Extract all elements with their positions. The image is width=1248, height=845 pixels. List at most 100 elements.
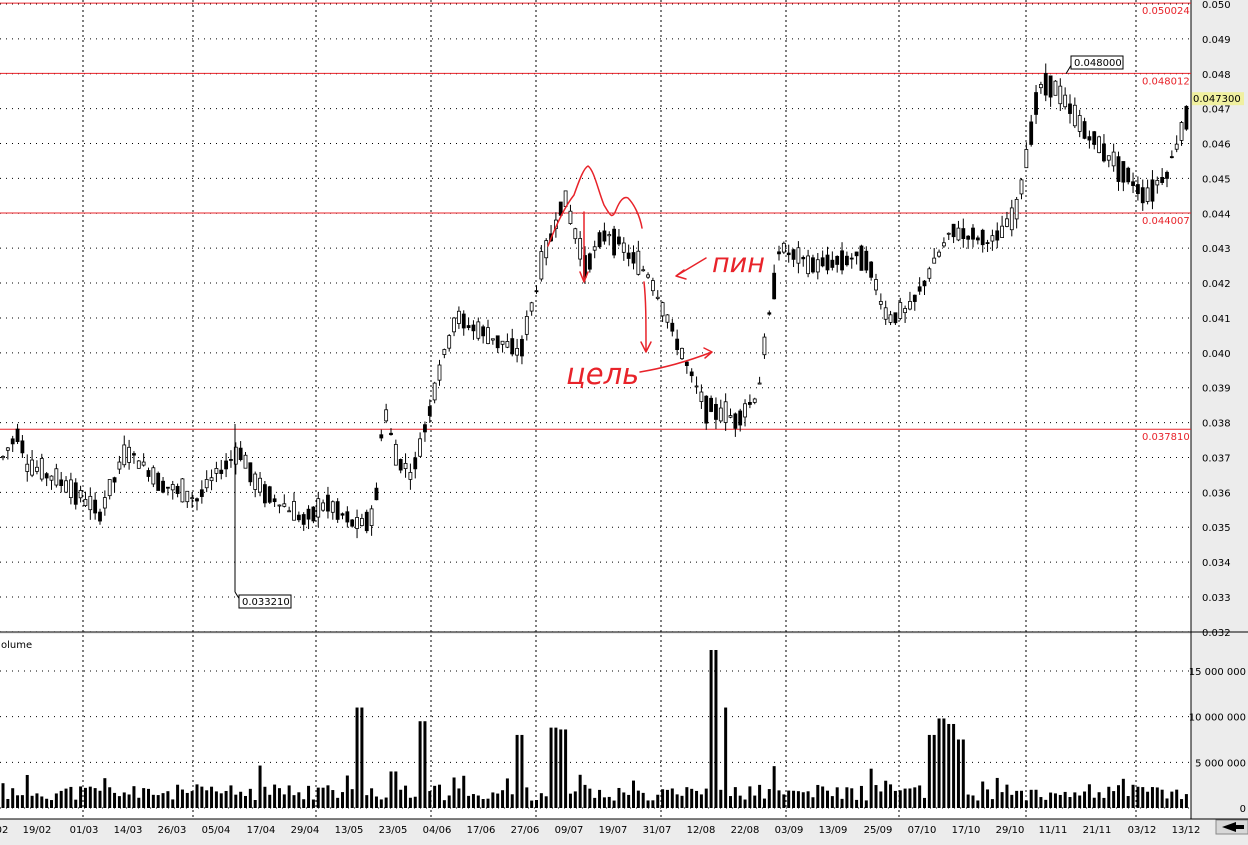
candle	[359, 513, 364, 527]
candle-body	[689, 371, 694, 377]
candle-body	[971, 227, 975, 240]
volume-bar	[1097, 792, 1101, 808]
candle	[1039, 81, 1043, 94]
volume-bar	[704, 788, 708, 808]
volume-bar	[627, 794, 631, 808]
candle-body	[136, 460, 141, 469]
volume-bar	[6, 798, 10, 808]
candle	[699, 384, 704, 409]
volume-bar	[665, 789, 669, 808]
x-tick-label: 25/09	[864, 825, 893, 836]
price-tick-label: 0.040	[1202, 349, 1231, 360]
volume-bar	[1126, 796, 1130, 808]
price-tick-label: 0.044	[1202, 209, 1231, 220]
candle-body	[107, 479, 112, 497]
volume-bar	[986, 789, 990, 808]
candle-body	[733, 413, 738, 429]
candle-body	[214, 468, 219, 474]
volume-bar	[462, 775, 466, 808]
candle	[709, 395, 713, 413]
volume-bar	[840, 798, 844, 808]
volume-bar	[404, 785, 408, 808]
volume-bar	[748, 786, 752, 808]
candle-body	[796, 247, 801, 264]
candle-body	[626, 252, 631, 259]
candle	[932, 248, 937, 264]
volume-bar	[874, 785, 878, 808]
candle-body	[1077, 115, 1082, 132]
candle-body	[825, 254, 830, 271]
candle	[214, 461, 219, 483]
volume-bar	[535, 800, 538, 808]
x-tick-label: 29/10	[996, 825, 1025, 836]
candle	[141, 453, 146, 467]
candle	[578, 231, 583, 267]
volume-bar	[1000, 792, 1004, 808]
candle-body	[631, 252, 636, 264]
volume-bar	[743, 799, 747, 808]
volume-bar	[884, 780, 888, 808]
volume-bars	[1, 649, 1188, 808]
candle-body	[966, 235, 971, 240]
volume-bar	[408, 797, 412, 808]
candle	[107, 479, 112, 500]
candle-body	[403, 462, 408, 470]
candle	[505, 333, 510, 349]
candle-body	[859, 245, 864, 271]
candle-body	[903, 308, 907, 314]
candle-body	[539, 251, 544, 280]
volume-bar	[1112, 791, 1116, 808]
candle-body	[345, 511, 350, 523]
candle-body	[1, 456, 5, 459]
volume-bar	[64, 788, 68, 808]
candle	[840, 242, 844, 275]
volume-bar	[918, 785, 922, 808]
candle	[835, 255, 840, 273]
candle	[461, 310, 466, 336]
price-level-label: 0.037810	[1142, 432, 1190, 443]
candle	[59, 471, 64, 493]
candle	[951, 223, 956, 244]
candle-body	[481, 326, 486, 337]
candle	[1087, 130, 1092, 149]
candle	[520, 335, 524, 365]
candle-body	[1014, 199, 1019, 220]
candle	[1136, 176, 1140, 201]
volume-bar	[753, 795, 757, 808]
candle-body	[621, 242, 626, 253]
candle-body	[1121, 161, 1126, 183]
volume-bar	[20, 795, 24, 808]
candle-body	[253, 473, 258, 490]
volume-bar	[835, 787, 839, 808]
volume-bar	[428, 791, 432, 808]
x-tick-label: 03/09	[775, 825, 804, 836]
candle	[660, 301, 665, 323]
price-level-label: 0.050024	[1142, 6, 1190, 17]
candle-body	[238, 447, 243, 461]
volume-bar	[219, 793, 223, 808]
candle	[44, 472, 49, 487]
candle-body	[64, 480, 68, 493]
candle	[859, 244, 864, 271]
candle	[452, 316, 456, 337]
x-tick-label: 02	[0, 825, 8, 836]
volume-bar	[1083, 791, 1087, 808]
candle-body	[219, 469, 224, 474]
candle	[845, 251, 849, 267]
candle	[233, 442, 238, 475]
candle-body	[1116, 156, 1121, 182]
candle-body	[277, 504, 282, 507]
price-level-label: 0.044007	[1142, 216, 1190, 227]
candle-body	[1169, 156, 1174, 159]
candle	[515, 338, 519, 363]
candle-body	[728, 415, 733, 418]
volume-bar	[976, 800, 980, 808]
candle-body	[233, 446, 238, 465]
volume-bar	[214, 791, 218, 808]
candle	[888, 310, 893, 326]
x-tick-label: 13/09	[819, 825, 848, 836]
volume-bar	[1020, 790, 1023, 808]
volume-bar	[1121, 778, 1125, 808]
candle	[912, 294, 917, 311]
price-tick-label: 0.049	[1202, 35, 1231, 46]
